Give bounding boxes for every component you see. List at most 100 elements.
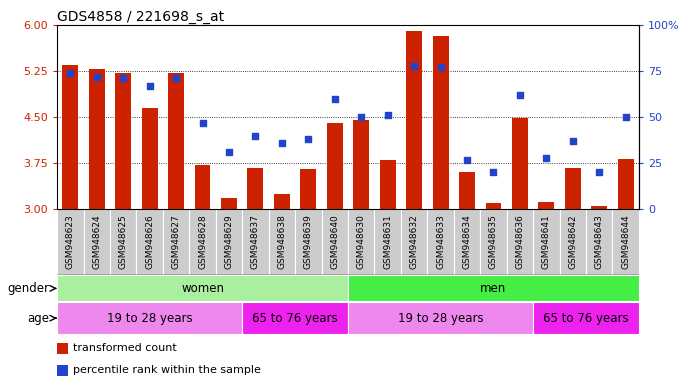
Text: GSM948638: GSM948638 (278, 215, 286, 270)
Point (329, 96, 340, 102)
Bar (322, 209, 348, 275)
Bar (486, 203, 501, 209)
Bar (274, 194, 290, 209)
Bar (216, 209, 242, 275)
Bar (189, 209, 216, 275)
Text: 65 to 76 years: 65 to 76 years (252, 312, 338, 324)
Text: GSM948640: GSM948640 (331, 215, 339, 269)
Bar (454, 209, 480, 275)
Point (91, 73, 102, 79)
Bar (327, 123, 342, 209)
Point (567, 138, 578, 144)
Bar (57, 302, 242, 334)
Point (144, 83, 155, 89)
Bar (539, 202, 554, 209)
Bar (221, 198, 237, 209)
Bar (374, 209, 401, 275)
Text: GSM948627: GSM948627 (172, 215, 180, 269)
Point (223, 149, 235, 155)
Bar (63, 65, 78, 209)
Point (541, 155, 552, 161)
Bar (110, 209, 136, 275)
Bar (57, 343, 68, 354)
Point (303, 136, 314, 142)
Text: GSM948634: GSM948634 (463, 215, 471, 269)
Bar (242, 302, 348, 334)
Bar (459, 172, 475, 209)
Bar (163, 209, 189, 275)
Text: GSM948636: GSM948636 (516, 215, 524, 270)
Bar (533, 209, 560, 275)
Bar (195, 165, 210, 209)
Bar (565, 167, 580, 209)
Text: age: age (27, 312, 49, 324)
Bar (480, 209, 507, 275)
Text: GDS4858 / 221698_s_at: GDS4858 / 221698_s_at (57, 10, 224, 24)
Bar (560, 209, 586, 275)
Bar (348, 302, 533, 334)
Point (65, 70, 76, 76)
Text: gender: gender (7, 282, 49, 295)
Text: GSM948623: GSM948623 (66, 215, 74, 269)
Text: 65 to 76 years: 65 to 76 years (543, 312, 629, 324)
Bar (295, 209, 322, 275)
Text: women: women (181, 282, 224, 295)
Bar (380, 160, 395, 209)
Text: 19 to 28 years: 19 to 28 years (397, 312, 484, 324)
Text: GSM948629: GSM948629 (225, 215, 233, 269)
Bar (89, 69, 104, 209)
Text: GSM948637: GSM948637 (251, 215, 260, 270)
Point (276, 140, 287, 146)
Text: GSM948644: GSM948644 (622, 215, 630, 269)
Bar (57, 275, 348, 301)
Bar (507, 209, 533, 275)
Point (514, 92, 525, 98)
Bar (269, 209, 295, 275)
Text: GSM948639: GSM948639 (304, 215, 313, 270)
Bar (354, 120, 369, 209)
Text: GSM948643: GSM948643 (595, 215, 603, 269)
Text: men: men (480, 282, 507, 295)
Bar (512, 118, 528, 209)
Text: GSM948631: GSM948631 (383, 215, 392, 270)
Text: GSM948632: GSM948632 (410, 215, 418, 269)
Bar (57, 209, 84, 275)
Text: GSM948642: GSM948642 (569, 215, 577, 269)
Text: GSM948626: GSM948626 (145, 215, 154, 269)
Bar (612, 209, 639, 275)
Bar (142, 108, 157, 209)
Bar (168, 73, 184, 209)
Point (409, 63, 420, 69)
Bar (427, 209, 454, 275)
Text: GSM948630: GSM948630 (357, 215, 365, 270)
Text: GSM948624: GSM948624 (93, 215, 101, 269)
Bar (401, 209, 427, 275)
Text: GSM948641: GSM948641 (542, 215, 551, 269)
Point (250, 132, 261, 139)
Text: GSM948628: GSM948628 (198, 215, 207, 269)
Bar (348, 275, 639, 301)
Bar (84, 209, 110, 275)
Bar (248, 167, 263, 209)
Bar (592, 206, 607, 209)
Text: 19 to 28 years: 19 to 28 years (106, 312, 193, 324)
Point (594, 169, 605, 175)
Text: percentile rank within the sample: percentile rank within the sample (73, 366, 261, 376)
Text: GSM948633: GSM948633 (436, 215, 445, 270)
Point (435, 64, 446, 70)
Point (620, 114, 631, 120)
Bar (116, 73, 131, 209)
Bar (136, 209, 163, 275)
Bar (433, 36, 448, 209)
Bar (406, 31, 422, 209)
Point (356, 114, 367, 120)
Bar (301, 169, 316, 209)
Point (488, 169, 499, 175)
Point (382, 112, 393, 118)
Bar (586, 209, 612, 275)
Point (197, 119, 208, 126)
Point (118, 75, 129, 81)
Bar (57, 365, 68, 376)
Point (171, 75, 182, 81)
Point (461, 156, 473, 162)
